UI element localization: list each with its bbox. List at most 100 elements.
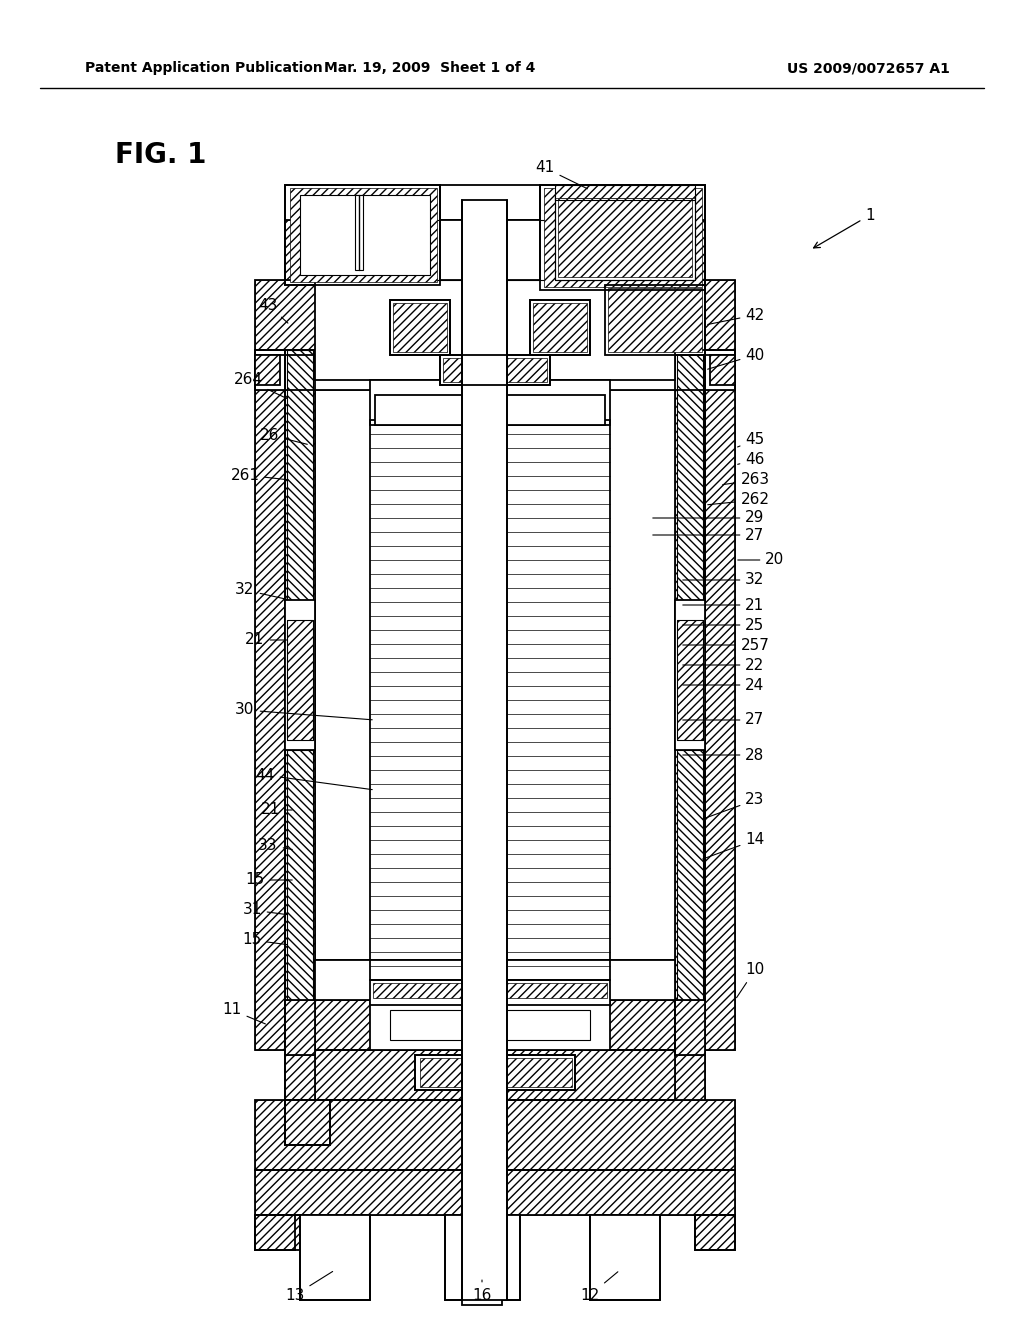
Bar [695,1214,735,1250]
Bar [500,420,610,979]
Text: 26: 26 [260,428,307,445]
Bar [495,1055,575,1090]
Bar [555,195,695,280]
Bar [285,1100,330,1144]
Text: FIG. 1: FIG. 1 [115,141,207,169]
Bar [495,1055,575,1090]
Bar [677,620,703,741]
Polygon shape [287,750,313,1001]
Polygon shape [285,1001,315,1055]
Bar [590,1214,660,1300]
Bar [440,355,550,385]
Bar [677,350,703,601]
Text: 21: 21 [683,598,765,612]
Bar [462,1284,502,1305]
Polygon shape [675,220,705,280]
Bar [675,220,705,280]
Text: 14: 14 [702,833,765,859]
Text: 27: 27 [683,713,765,727]
Text: 32: 32 [236,582,288,599]
Bar [555,195,695,280]
Polygon shape [544,187,702,286]
Text: 10: 10 [736,962,765,998]
Bar [287,750,313,1001]
Polygon shape [675,1049,705,1100]
Text: 21: 21 [260,803,292,817]
Polygon shape [677,350,703,601]
Bar [415,1055,495,1090]
Bar [285,220,315,280]
Text: 43: 43 [258,297,288,323]
Text: 16: 16 [472,1280,492,1303]
Text: 1: 1 [814,207,874,248]
Bar [370,380,610,425]
Bar [255,1214,300,1250]
Text: 15: 15 [243,932,288,948]
Text: 261: 261 [230,467,288,483]
Polygon shape [498,1059,572,1086]
Polygon shape [285,1049,315,1100]
Text: 42: 42 [708,308,765,325]
Bar [300,1214,370,1300]
Text: 32: 32 [683,573,765,587]
Text: 44: 44 [255,767,373,789]
Bar [540,185,705,290]
Text: 12: 12 [581,1271,617,1303]
Text: 46: 46 [737,453,765,467]
Polygon shape [373,983,607,998]
Text: 41: 41 [536,161,588,189]
Text: 22: 22 [683,657,765,672]
Polygon shape [443,358,547,381]
Text: 263: 263 [723,473,770,487]
Bar [287,350,313,601]
Text: 27: 27 [652,528,765,543]
Text: 28: 28 [683,747,765,763]
Bar [555,185,695,201]
Polygon shape [255,1170,735,1214]
Bar [255,350,285,1049]
Bar [390,300,450,355]
Bar [530,300,590,355]
Bar [315,280,675,380]
Bar [390,300,450,355]
Bar [370,420,480,979]
Polygon shape [675,350,705,1049]
Bar [285,220,705,280]
Text: 20: 20 [737,553,784,568]
Bar [445,1214,520,1300]
Text: 33: 33 [258,837,292,853]
Bar [390,1010,590,1040]
Bar [462,201,507,1300]
Text: 21: 21 [246,632,287,648]
Bar [675,601,705,750]
Text: 45: 45 [737,433,765,447]
Text: 15: 15 [246,873,292,887]
Bar [370,979,610,1005]
Bar [370,979,610,1001]
Bar [605,285,705,355]
Polygon shape [285,220,705,280]
Bar [285,1001,315,1055]
Bar [675,350,705,1049]
Bar [285,185,440,285]
Text: 264: 264 [233,372,288,399]
Text: 23: 23 [702,792,765,818]
Bar [285,1049,705,1100]
Bar [605,285,705,355]
Text: 24: 24 [683,677,765,693]
Polygon shape [255,350,735,389]
Bar [285,185,440,285]
Text: 40: 40 [708,347,765,370]
Polygon shape [255,1100,735,1170]
Polygon shape [558,198,692,277]
Polygon shape [285,350,315,1049]
Bar [710,355,735,385]
Polygon shape [287,620,313,741]
Bar [675,1001,705,1055]
Text: Mar. 19, 2009  Sheet 1 of 4: Mar. 19, 2009 Sheet 1 of 4 [325,61,536,75]
Bar [375,395,605,425]
Bar [255,280,735,355]
Polygon shape [677,620,703,741]
Bar [315,1001,675,1049]
Bar [300,195,430,275]
